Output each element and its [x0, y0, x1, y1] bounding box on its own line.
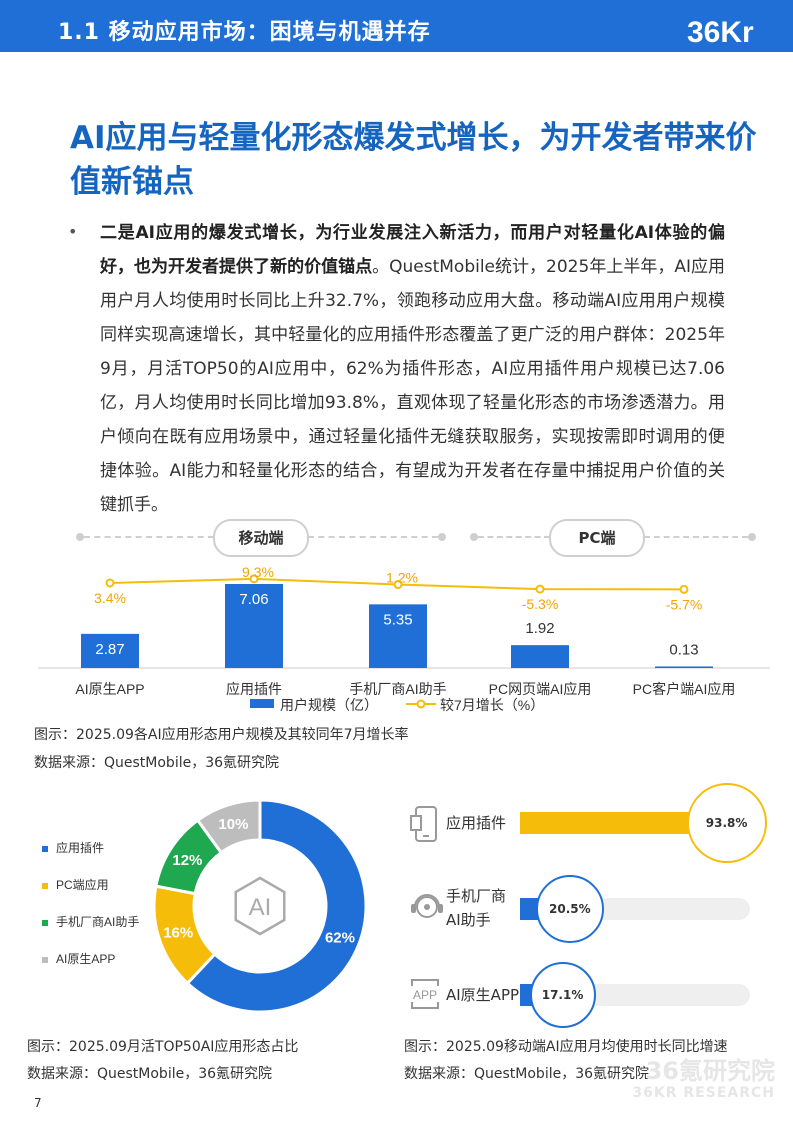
separator-dot	[438, 533, 446, 541]
watermark-line1: 36氪研究院	[645, 1057, 775, 1085]
bar-value-label: 2.87	[95, 641, 124, 658]
donut-slice	[185, 798, 368, 1014]
category-label: 手机厂商AI助手	[349, 681, 446, 697]
growth-category-label: 应用插件	[446, 814, 507, 832]
slice-label: 12%	[172, 852, 202, 869]
bar-3	[511, 645, 569, 668]
watermark-line2: 36KR RESEARCH	[632, 1085, 775, 1101]
chart2-source: 数据来源：QuestMobile，36氪研究院	[27, 1066, 273, 1082]
bullet-dot: •	[68, 222, 78, 241]
growth-point	[105, 578, 115, 588]
separator-dot	[76, 533, 84, 541]
user-scale-chart: 2.87 AI原生APP 7.06 应用插件 5.35 手机厂商AI助手 1.92 PC网页端…	[38, 564, 770, 713]
growth-category-label: 手机厂商 AI助手	[446, 887, 507, 929]
growth-value-label: -5.3%	[522, 596, 559, 612]
chart3-caption: 图示：2025.09移动端AI应用月均使用时长同比增速	[404, 1039, 728, 1055]
page-number: 7	[34, 1096, 42, 1110]
donut-slice	[195, 798, 262, 855]
bar-4	[655, 666, 713, 668]
app-icon: APP	[408, 976, 446, 1016]
growth-value-label: 3.4%	[94, 590, 126, 606]
bar-value-label: 5.35	[383, 611, 412, 628]
separator-line	[308, 536, 438, 538]
phone-icon	[408, 804, 446, 844]
growth-bar	[520, 812, 721, 834]
growth-value-badge: 17.1%	[529, 962, 596, 1028]
legend-label: 手机厂商AI助手	[56, 914, 139, 929]
paragraph-bold: 二是AI应用的爆发式增长，为行业发展注入新活力，而用户对轻量化AI体验的偏好，也…	[100, 223, 725, 277]
category-label: PC网页端AI应用	[489, 681, 592, 697]
growth-value-label: -5.7%	[666, 596, 703, 612]
headline: AI应用与轻量化形态爆发式增长，为开发者带来价值新锚点	[70, 120, 757, 200]
svg-text:36Kr: 36Kr	[687, 16, 754, 49]
growth-value-label: 1.2%	[386, 570, 418, 586]
bar-0	[81, 633, 139, 668]
legend-swatch	[42, 920, 48, 926]
chart1-caption: 图示：2025.09各AI应用形态用户规模及其较同年7月增长率	[34, 727, 409, 743]
growth-value-badge: 20.5%	[535, 875, 604, 943]
header-title: 1.1 移动应用市场：困境与机遇并存	[58, 20, 431, 45]
bar-2	[369, 604, 427, 668]
category-label: 应用插件	[226, 681, 282, 697]
legend-swatch	[42, 957, 48, 963]
watermark: 36氪研究院 36KR RESEARCH	[632, 1058, 775, 1102]
legend-bar-label: 用户规模（亿）	[280, 697, 378, 713]
slice-label: 10%	[218, 816, 248, 833]
legend-line-label: 较7月增长（%）	[440, 697, 544, 713]
svg-text:APP: APP	[413, 988, 437, 1002]
legend-bar-swatch	[250, 699, 274, 708]
chart2-caption: 图示：2025.09月活TOP50AI应用形态占比	[27, 1039, 299, 1055]
36kr-logo: 36Kr	[687, 16, 754, 49]
body-paragraph: 二是AI应用的爆发式增长，为行业发展注入新活力，而用户对轻量化AI体验的偏好，也…	[100, 216, 725, 522]
legend-label: 应用插件	[56, 840, 104, 855]
separator-line	[478, 536, 550, 538]
growth-value-badge: 93.8%	[686, 783, 767, 863]
header-bar: 1.1 移动应用市场：困境与机遇并存 36Kr	[0, 0, 793, 52]
separator-dot	[470, 533, 478, 541]
slice-label: 62%	[325, 930, 355, 947]
category-label: AI原生APP	[75, 681, 144, 697]
separator-line	[644, 536, 748, 538]
separator-dot	[748, 533, 756, 541]
chart1-source: 数据来源：QuestMobile，36氪研究院	[34, 755, 280, 771]
legend-swatch	[42, 846, 48, 852]
legend-label: PC端应用	[56, 877, 109, 892]
growth-point	[679, 584, 689, 594]
category-label: PC客户端AI应用	[633, 681, 736, 697]
growth-point	[393, 580, 403, 590]
mobile-pill: 移动端	[213, 519, 309, 557]
usage-growth-chart: 应用插件 93.8% 手机厂商 AI助手 20.5% APP AI原生APP 17.1%	[400, 780, 770, 1030]
assistant-icon	[408, 890, 446, 930]
growth-point	[249, 574, 259, 584]
ai-center-label: AI	[249, 894, 272, 921]
pc-pill: PC端	[549, 519, 645, 557]
growth-category-label: AI原生APP	[446, 986, 520, 1004]
chart3-source: 数据来源：QuestMobile，36氪研究院	[404, 1066, 650, 1082]
bar-value-label: 1.92	[525, 620, 554, 637]
slice-label: 16%	[163, 925, 193, 942]
separator-line	[84, 536, 214, 538]
ai-hex-icon	[234, 876, 286, 936]
bar-value-label: 0.13	[669, 641, 698, 658]
growth-value-label: 9.3%	[242, 564, 274, 580]
bar-1	[225, 584, 283, 668]
legend-label: AI原生APP	[56, 952, 115, 966]
bar-value-label: 7.06	[239, 591, 268, 608]
paragraph-normal: 。QuestMobile统计，2025年上半年，AI应用用户月人均使用时长同比上…	[100, 257, 726, 515]
legend-swatch	[42, 883, 48, 889]
legend-line-marker	[416, 699, 426, 709]
growth-point	[535, 584, 545, 594]
